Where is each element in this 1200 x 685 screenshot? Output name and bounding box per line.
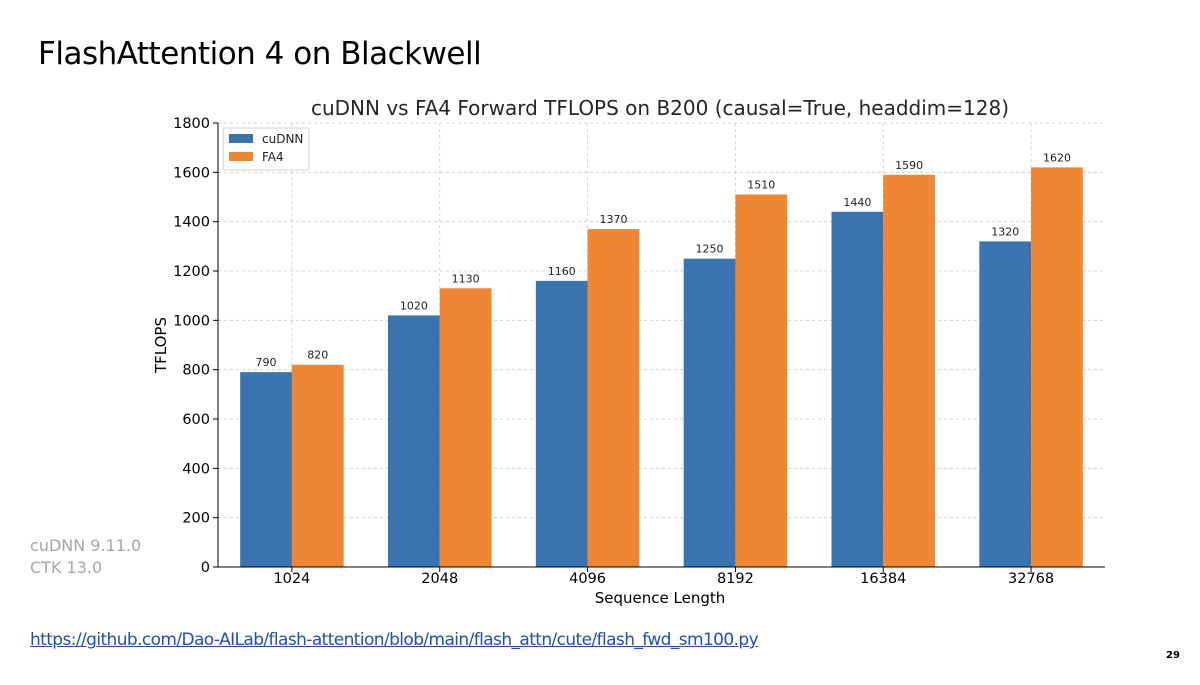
bar-value-label: 1620 [1043, 151, 1071, 164]
slide-title: FlashAttention 4 on Blackwell [38, 36, 482, 72]
x-tick-label: 16384 [860, 571, 906, 587]
bar-fa4-2048 [439, 288, 492, 567]
bar-value-label: 1130 [452, 272, 480, 285]
y-tick-label: 0 [201, 560, 210, 576]
axes [217, 123, 1105, 568]
bar-fa4-8192 [735, 194, 788, 568]
legend-swatch-cudnn [229, 134, 253, 143]
grid-lines [218, 122, 1105, 568]
source-link[interactable]: https://github.com/Dao-AILab/flash-atten… [30, 630, 759, 650]
y-tick-label: 800 [182, 363, 210, 379]
bar-value-label: 1590 [895, 159, 923, 172]
bar-cudnn-8192 [683, 258, 736, 567]
bars [240, 167, 1083, 568]
x-tick-label: 32768 [1008, 571, 1054, 587]
legend-label: cuDNN [262, 132, 303, 146]
bar-fa4-1024 [291, 364, 344, 567]
y-tick-label: 600 [182, 412, 210, 428]
y-axis-label: TFLOPS [152, 317, 170, 374]
bar-value-label: 1440 [843, 196, 871, 209]
bar-value-label: 790 [256, 356, 277, 369]
legend: cuDNN FA4 [222, 127, 310, 171]
bar-cudnn-32768 [979, 241, 1032, 567]
y-tick-label: 1200 [173, 264, 210, 280]
y-tick-label: 200 [182, 511, 210, 527]
bar-value-label: 1160 [548, 265, 576, 278]
y-tick-label: 1000 [173, 313, 210, 329]
bar-value-label: 820 [307, 349, 328, 362]
bar-value-label: 1020 [400, 299, 428, 312]
page-number: 29 [1166, 650, 1180, 661]
bar-cudnn-16384 [831, 211, 884, 568]
legend-swatch-fa4 [229, 152, 253, 161]
x-tick-label: 8192 [717, 571, 754, 587]
ctk-version: CTK 13.0 [30, 558, 103, 577]
x-axis-label: Sequence Length [595, 589, 726, 607]
bar-value-label: 1510 [747, 179, 775, 192]
bar-fa4-4096 [587, 229, 640, 568]
version-info: cuDNN 9.11.0 CTK 13.0 [30, 535, 141, 579]
y-tick-label: 400 [182, 461, 210, 477]
bar-fa4-32768 [1031, 167, 1083, 567]
x-tick-label: 1024 [273, 571, 310, 587]
y-tick-label: 1600 [173, 165, 210, 181]
legend-label: FA4 [262, 150, 284, 164]
bar-cudnn-4096 [535, 280, 588, 567]
bar-value-label: 1370 [599, 213, 627, 226]
bar-fa4-16384 [883, 174, 935, 568]
cudnn-version: cuDNN 9.11.0 [30, 536, 142, 555]
x-axis-ticks: 1024 2048 4096 8192 16384 32768 [273, 567, 1054, 587]
bar-value-label: 1250 [696, 243, 724, 256]
data-labels: 790 820 1020 1130 1160 1370 1250 1510 1440 1590 13… [256, 151, 1071, 369]
y-axis-ticks: 0 200 400 600 800 1000 1200 1400 1600 1800 [173, 116, 218, 576]
y-tick-label: 1800 [173, 116, 210, 132]
bar-cudnn-1024 [240, 372, 292, 567]
y-tick-label: 1400 [173, 215, 210, 231]
bar-value-label: 1320 [991, 225, 1019, 238]
x-tick-label: 4096 [569, 571, 606, 587]
bar-cudnn-2048 [388, 315, 440, 567]
x-tick-label: 2048 [421, 571, 458, 587]
chart-title: cuDNN vs FA4 Forward TFLOPS on B200 (cau… [311, 96, 1009, 120]
